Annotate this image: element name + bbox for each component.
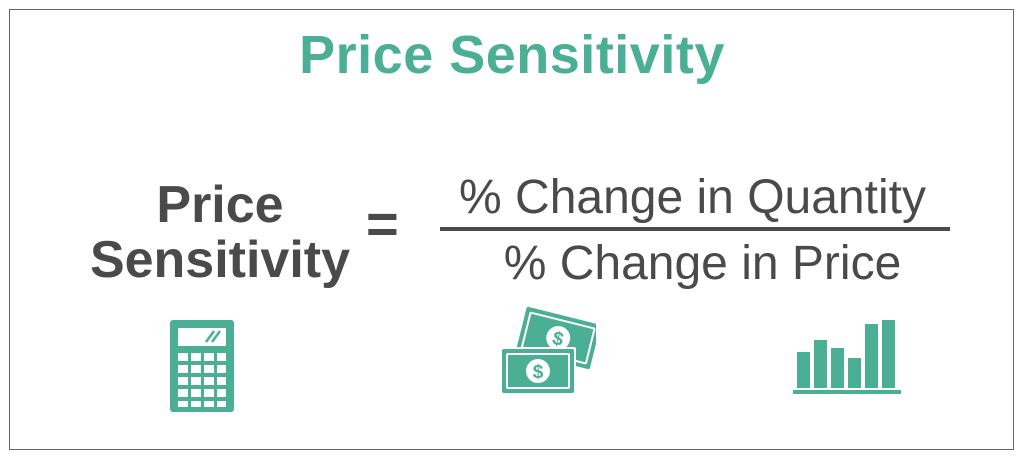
fraction-bar (440, 227, 950, 231)
formula-numerator: % Change in Quantity (459, 171, 926, 224)
bar-chart-icon (793, 320, 901, 394)
equals-sign: = (366, 192, 399, 255)
formula-denominator: % Change in Price (503, 237, 902, 290)
lhs-line-2: Sensitivity (89, 231, 351, 289)
money-icon: $ $ (500, 306, 596, 393)
lhs-line-1: Price (156, 176, 284, 234)
diagram-title: Price Sensitivity (299, 25, 725, 85)
formula-lhs: Price Sensitivity (60, 178, 380, 288)
calculator-icon (170, 320, 234, 412)
svg-text:$: $ (533, 362, 544, 383)
